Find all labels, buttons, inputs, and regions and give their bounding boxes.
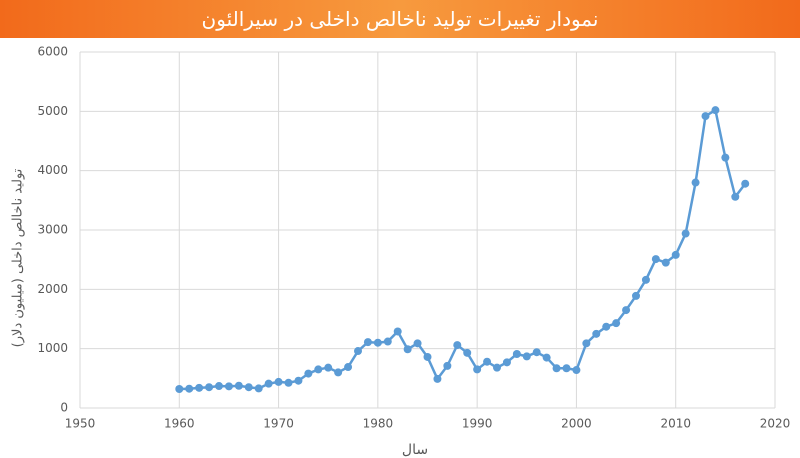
x-tick-label: 2010 xyxy=(660,417,691,431)
data-point xyxy=(314,365,323,374)
data-point xyxy=(711,106,720,115)
data-point xyxy=(592,329,601,338)
data-point xyxy=(373,338,382,347)
data-point xyxy=(622,306,631,315)
data-point xyxy=(264,379,273,388)
x-tick-label: 2000 xyxy=(561,417,592,431)
data-point xyxy=(185,384,194,393)
data-point xyxy=(244,383,253,392)
data-point xyxy=(721,153,730,162)
y-tick-label: 1000 xyxy=(37,341,68,355)
data-point xyxy=(483,357,492,366)
y-tick-label: 3000 xyxy=(37,223,68,237)
data-point xyxy=(651,255,660,264)
data-point xyxy=(582,339,591,348)
data-point xyxy=(304,369,313,378)
data-point xyxy=(344,363,353,372)
data-point xyxy=(731,192,740,201)
data-point xyxy=(403,345,412,354)
data-point xyxy=(423,352,432,361)
data-point xyxy=(443,361,452,370)
data-point xyxy=(224,382,233,391)
data-point xyxy=(612,319,621,328)
data-point xyxy=(363,338,372,347)
y-tick-label: 4000 xyxy=(37,163,68,177)
data-point xyxy=(741,179,750,188)
data-line xyxy=(179,108,747,391)
data-point xyxy=(334,368,343,377)
chart: سال تولید ناخالص داخلی (میلیون دلار) 0 10… xyxy=(11,45,791,458)
data-point xyxy=(522,352,531,361)
x-tick-label: 1980 xyxy=(363,417,394,431)
data-point xyxy=(354,347,362,356)
data-point xyxy=(284,378,293,387)
data-point xyxy=(641,275,650,284)
x-axis-label: سال xyxy=(402,442,428,458)
data-point xyxy=(215,382,223,391)
data-point xyxy=(701,112,710,121)
data-point xyxy=(413,339,422,348)
data-point xyxy=(493,363,501,372)
x-tick-label: 1970 xyxy=(263,417,294,431)
data-point xyxy=(681,229,690,238)
y-tick-label: 6000 xyxy=(37,45,68,59)
data-point xyxy=(562,364,571,373)
data-point xyxy=(254,384,263,393)
data-point xyxy=(632,291,640,300)
x-tick-label: 1960 xyxy=(164,417,195,431)
y-tick-label: 5000 xyxy=(37,104,68,118)
y-tick-label: 2000 xyxy=(37,282,68,296)
data-point xyxy=(572,366,581,375)
data-point xyxy=(393,327,402,336)
data-point xyxy=(473,365,482,374)
data-point xyxy=(324,363,333,372)
data-point xyxy=(453,341,462,350)
x-tick-label: 1950 xyxy=(65,417,96,431)
data-point xyxy=(552,364,561,373)
data-point xyxy=(294,376,303,385)
data-point xyxy=(205,383,214,392)
y-axis-label: تولید ناخالص داخلی (میلیون دلار) xyxy=(11,168,26,347)
chart-title: نمودار تغییرات تولید ناخالص داخلی در سیر… xyxy=(201,7,599,31)
data-point xyxy=(463,348,472,357)
x-tick-label: 2020 xyxy=(760,417,791,431)
header-band xyxy=(0,0,800,38)
data-point xyxy=(383,337,392,346)
data-point xyxy=(433,374,442,383)
data-point xyxy=(512,350,521,359)
y-tick-label: 0 xyxy=(60,401,68,415)
data-point xyxy=(542,353,551,362)
data-point xyxy=(502,358,511,367)
data-point xyxy=(175,385,184,394)
data-point xyxy=(234,381,243,390)
data-point xyxy=(274,377,283,386)
data-point xyxy=(532,348,541,357)
data-point xyxy=(602,322,611,331)
data-point xyxy=(195,383,204,392)
data-point xyxy=(661,258,670,267)
data-point xyxy=(691,178,700,187)
data-point xyxy=(671,250,680,259)
x-tick-label: 1990 xyxy=(462,417,493,431)
